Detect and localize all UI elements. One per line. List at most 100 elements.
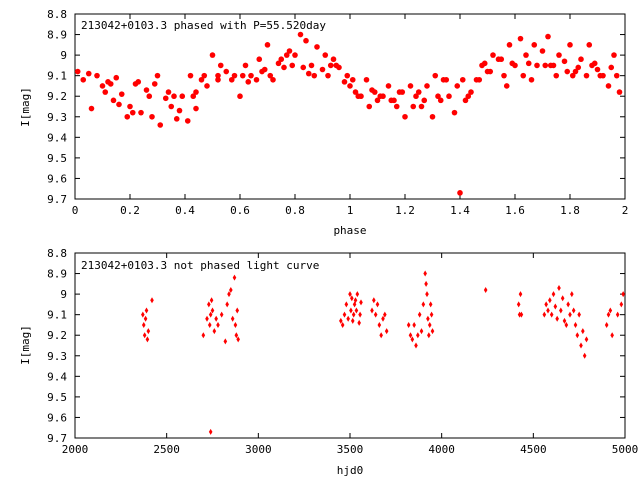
- data-point: [542, 62, 549, 69]
- data-point: [150, 297, 154, 304]
- data-point: [377, 321, 382, 328]
- data-point: [107, 81, 114, 87]
- data-point: [419, 328, 424, 335]
- data-point: [237, 93, 243, 100]
- data-point: [193, 89, 199, 95]
- data-point: [359, 299, 363, 306]
- data-point: [308, 62, 315, 69]
- y-tick-label: 9.6: [47, 172, 67, 185]
- data-point: [340, 321, 345, 328]
- y-tick-label: 9: [60, 288, 67, 301]
- data-point: [613, 72, 620, 79]
- data-point: [425, 291, 429, 298]
- phased-plot-points: [74, 31, 623, 196]
- data-point: [223, 68, 230, 75]
- data-point: [208, 311, 213, 318]
- data-point: [388, 97, 395, 104]
- data-point: [205, 315, 209, 322]
- data-point: [577, 311, 581, 318]
- data-point: [582, 352, 587, 359]
- data-point: [519, 311, 524, 318]
- data-point: [571, 307, 576, 314]
- data-point: [591, 60, 598, 67]
- x-tick-label: 1.4: [450, 204, 470, 217]
- data-point: [176, 107, 183, 114]
- data-point: [570, 291, 574, 298]
- data-point: [228, 76, 235, 83]
- data-point: [413, 93, 419, 100]
- data-point: [567, 42, 573, 48]
- data-point: [619, 301, 624, 308]
- data-point: [417, 311, 422, 318]
- data-point: [327, 62, 334, 69]
- data-point: [416, 332, 420, 339]
- unphased-plot-title: 213042+0103.3 not phased light curve: [81, 259, 319, 272]
- data-point: [549, 311, 554, 318]
- data-point: [110, 97, 117, 104]
- data-point: [518, 291, 523, 298]
- data-point: [347, 83, 353, 89]
- data-point: [219, 311, 224, 318]
- data-point: [286, 48, 293, 54]
- data-point: [430, 328, 435, 335]
- data-point: [135, 79, 142, 85]
- data-point: [383, 311, 387, 318]
- data-point: [610, 332, 614, 339]
- data-point: [141, 321, 146, 328]
- data-point: [157, 122, 164, 128]
- data-point: [608, 307, 613, 314]
- data-point: [127, 103, 133, 110]
- data-point: [551, 291, 556, 298]
- data-point: [573, 321, 578, 328]
- data-point: [350, 317, 355, 324]
- data-point: [542, 311, 547, 318]
- data-point: [305, 70, 312, 77]
- data-point: [468, 89, 474, 95]
- data-point: [569, 72, 576, 79]
- phased-plot: 213042+0103.3 phased with P=55.520day ph…: [19, 8, 628, 237]
- data-point: [143, 315, 148, 322]
- data-point: [143, 87, 150, 93]
- data-point: [427, 321, 432, 328]
- data-point: [459, 76, 466, 83]
- data-point: [578, 56, 584, 63]
- data-point: [270, 76, 276, 83]
- data-point: [348, 291, 352, 298]
- x-tick-label: 0.8: [285, 204, 305, 217]
- data-point: [423, 270, 427, 277]
- y-tick-label: 8.8: [47, 8, 67, 21]
- data-point: [503, 83, 510, 89]
- data-point: [208, 428, 213, 435]
- data-point: [564, 321, 569, 328]
- data-point: [528, 76, 535, 83]
- data-point: [311, 72, 318, 79]
- data-point: [583, 72, 590, 79]
- data-point: [375, 301, 380, 308]
- data-point: [506, 42, 513, 48]
- data-point: [354, 307, 359, 314]
- x-tick-label: 0.4: [175, 204, 195, 217]
- data-point: [230, 315, 235, 322]
- data-point: [229, 287, 233, 293]
- data-point: [349, 76, 356, 83]
- data-point: [212, 328, 217, 335]
- data-point: [437, 97, 444, 104]
- x-tick-label: 2000: [62, 443, 89, 456]
- data-point: [426, 315, 430, 322]
- y-tick-label: 9.5: [47, 152, 67, 165]
- data-point: [350, 295, 354, 302]
- y-tick-label: 9.2: [47, 329, 67, 342]
- data-point: [370, 307, 374, 314]
- data-point: [162, 95, 169, 102]
- x-tick-label: 2: [622, 204, 629, 217]
- data-point: [141, 311, 145, 318]
- data-point: [325, 72, 331, 79]
- data-point: [223, 338, 228, 345]
- data-point: [129, 109, 136, 116]
- data-point: [545, 33, 551, 40]
- data-point: [256, 56, 263, 63]
- x-tick-label: 0: [72, 204, 79, 217]
- data-point: [149, 113, 155, 120]
